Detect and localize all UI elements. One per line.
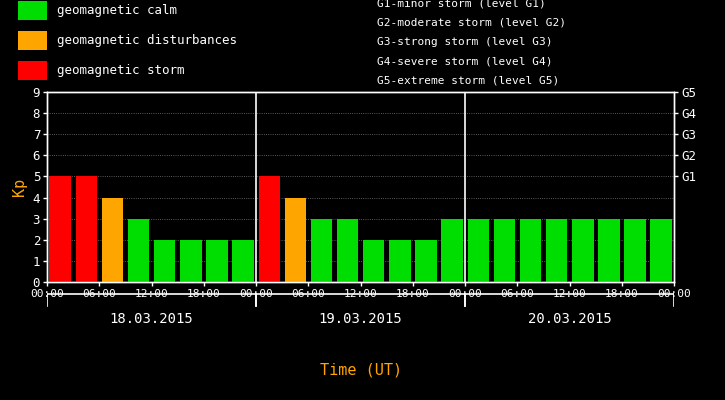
Bar xyxy=(75,176,97,282)
Bar xyxy=(520,219,542,282)
Bar xyxy=(624,219,646,282)
Bar xyxy=(337,219,358,282)
Bar xyxy=(206,240,228,282)
Bar xyxy=(363,240,384,282)
Bar xyxy=(18,1,47,20)
Bar xyxy=(415,240,436,282)
Y-axis label: Kp: Kp xyxy=(12,178,27,196)
Bar xyxy=(154,240,175,282)
Bar xyxy=(546,219,568,282)
Bar xyxy=(102,198,123,282)
Bar xyxy=(18,31,47,50)
Bar xyxy=(572,219,594,282)
Text: G4-severe storm (level G4): G4-severe storm (level G4) xyxy=(377,57,552,67)
Text: geomagnetic calm: geomagnetic calm xyxy=(57,4,177,17)
Text: G1-minor storm (level G1): G1-minor storm (level G1) xyxy=(377,0,546,8)
Text: geomagnetic storm: geomagnetic storm xyxy=(57,64,184,77)
Bar xyxy=(598,219,620,282)
Bar xyxy=(494,219,515,282)
Bar xyxy=(311,219,332,282)
Text: 19.03.2015: 19.03.2015 xyxy=(319,312,402,326)
Bar xyxy=(18,61,47,80)
Text: G5-extreme storm (level G5): G5-extreme storm (level G5) xyxy=(377,76,559,86)
Bar xyxy=(650,219,672,282)
Bar xyxy=(233,240,254,282)
Text: 18.03.2015: 18.03.2015 xyxy=(109,312,194,326)
Text: geomagnetic disturbances: geomagnetic disturbances xyxy=(57,34,236,47)
Bar xyxy=(49,176,71,282)
Bar xyxy=(442,219,463,282)
Text: G2-moderate storm (level G2): G2-moderate storm (level G2) xyxy=(377,18,566,28)
Bar xyxy=(389,240,410,282)
Bar xyxy=(285,198,306,282)
Bar xyxy=(128,219,149,282)
Text: Time (UT): Time (UT) xyxy=(320,362,402,377)
Bar xyxy=(468,219,489,282)
Text: 20.03.2015: 20.03.2015 xyxy=(528,312,612,326)
Text: G3-strong storm (level G3): G3-strong storm (level G3) xyxy=(377,37,552,47)
Bar xyxy=(259,176,280,282)
Bar xyxy=(180,240,202,282)
